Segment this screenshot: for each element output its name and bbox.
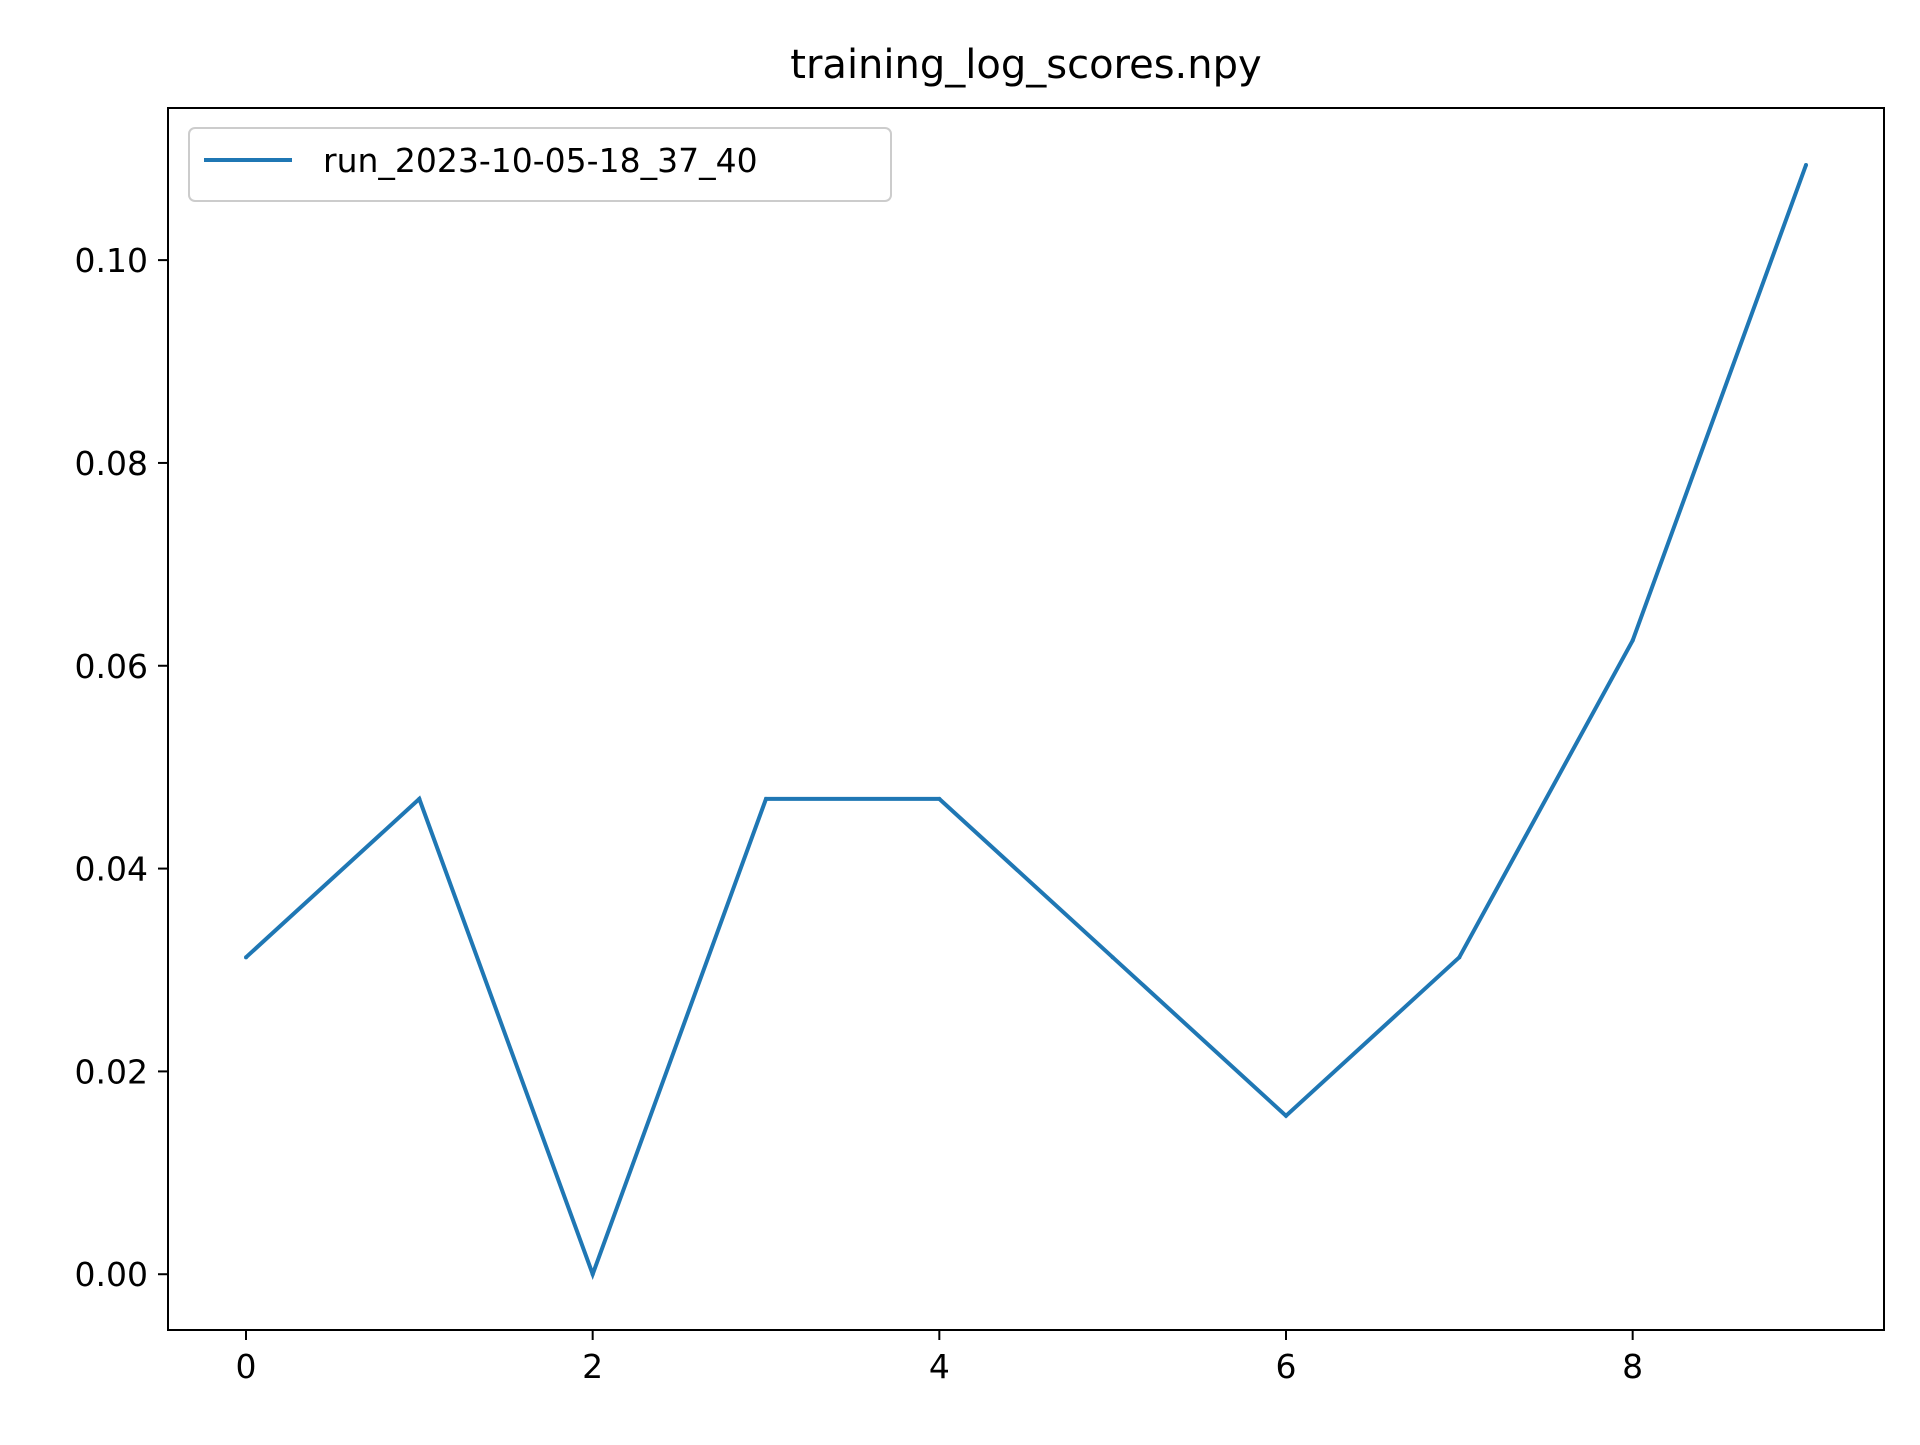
x-tick-label: 8	[1622, 1347, 1643, 1386]
y-tick-label: 0.04	[75, 850, 148, 889]
data-point	[417, 796, 422, 801]
series-line	[244, 164, 1808, 1281]
plot-area-frame	[167, 107, 1885, 1331]
axis-ticks: 0 2 4 6 8 0.00 0.02 0.04 0.06 0.08 0.10	[75, 241, 1644, 1386]
data-point	[1284, 1113, 1288, 1118]
data-point	[1804, 163, 1808, 168]
y-tick-label: 0.10	[75, 241, 148, 280]
x-tick-label: 0	[236, 1347, 257, 1386]
x-tick-label: 2	[582, 1347, 603, 1386]
data-point	[1457, 955, 1462, 960]
data-point	[590, 1272, 595, 1277]
legend: run_2023-10-05-18_37_40	[188, 127, 892, 202]
y-tick-label: 0.06	[75, 647, 148, 686]
y-tick-label: 0.08	[75, 444, 148, 483]
legend-box	[188, 127, 892, 202]
data-point	[1630, 638, 1635, 643]
series-layer	[244, 163, 1808, 1281]
data-point	[1110, 955, 1115, 960]
chart-title: training_log_scores.npy	[790, 42, 1261, 88]
data-point	[764, 796, 768, 801]
y-tick-label: 0.00	[75, 1255, 148, 1294]
x-tick-label: 4	[929, 1347, 950, 1386]
data-point	[937, 796, 942, 801]
data-point	[244, 955, 248, 960]
x-tick-label: 6	[1276, 1347, 1297, 1386]
y-tick-label: 0.02	[75, 1052, 148, 1091]
legend-label: run_2023-10-05-18_37_40	[323, 141, 758, 180]
